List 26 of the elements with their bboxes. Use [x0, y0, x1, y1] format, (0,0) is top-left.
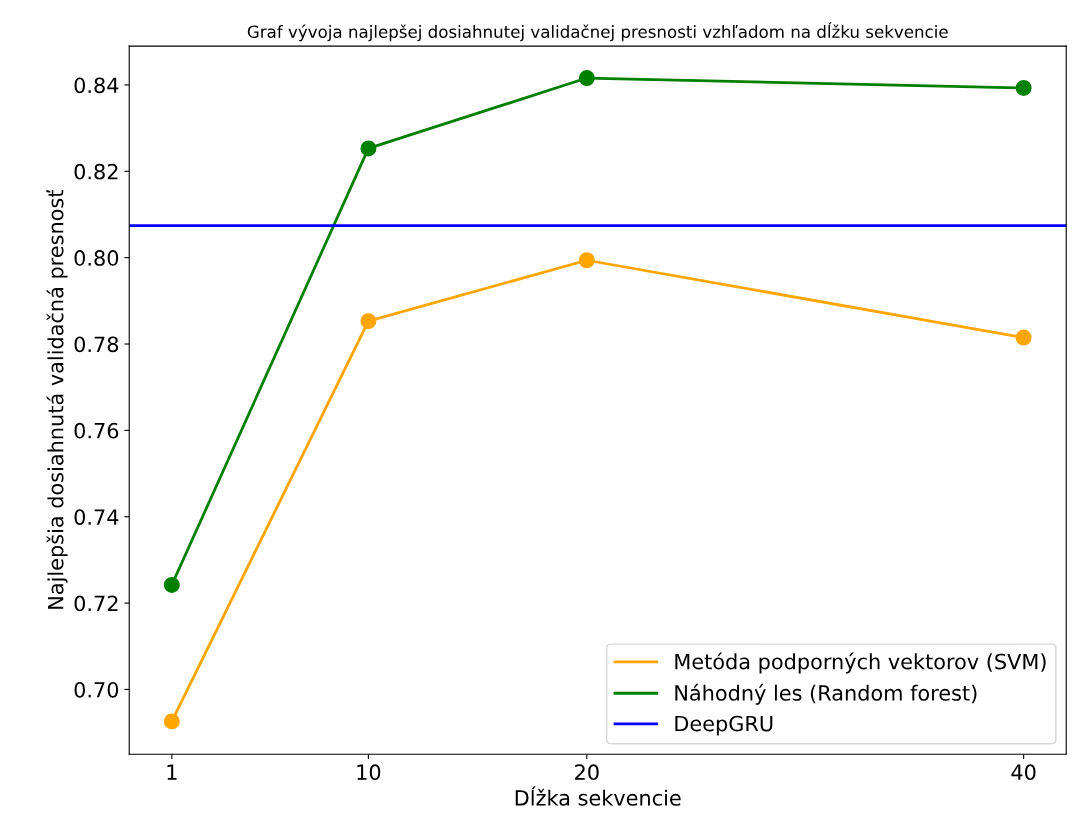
point — [360, 313, 377, 330]
y-tick-label: 0.70 — [74, 681, 119, 698]
y-tick-label: 0.78 — [74, 336, 119, 353]
y-tick-label: 0.82 — [74, 163, 118, 180]
y-tick-label: 0.72 — [74, 595, 118, 612]
point — [163, 576, 180, 593]
y-axis-title: Najlepšia dosiahnutá validačná presnosť — [46, 189, 68, 609]
x-tick-label: 10 — [357, 764, 381, 781]
y-tick-label: 0.80 — [74, 250, 119, 266]
point — [163, 713, 180, 730]
point — [578, 70, 595, 87]
y-tick-label: 0.84 — [74, 77, 119, 94]
x-axis-title: Dĺžka sekvencie — [515, 786, 681, 806]
x-tick-label: 20 — [575, 764, 599, 781]
chart-title: Graf vývoja najlepšej dosiahnutej validačnej presnosti vzhľadom na dĺžku sekvencie — [247, 22, 948, 42]
point — [578, 252, 595, 269]
x-tick-label: 40 — [1011, 764, 1036, 781]
legend-label: DeepGRU — [675, 715, 773, 736]
point — [360, 140, 377, 157]
point — [1015, 329, 1032, 346]
y-tick-label: 0.76 — [74, 422, 119, 439]
y-tick-label: 0.74 — [74, 509, 119, 525]
legend-label: Metóda podporných vektorov (SVM) — [675, 652, 1046, 674]
legend-label: Náhodný les (Random forest) — [675, 683, 977, 705]
x-tick-label: 1 — [167, 764, 177, 780]
point — [1015, 79, 1032, 96]
